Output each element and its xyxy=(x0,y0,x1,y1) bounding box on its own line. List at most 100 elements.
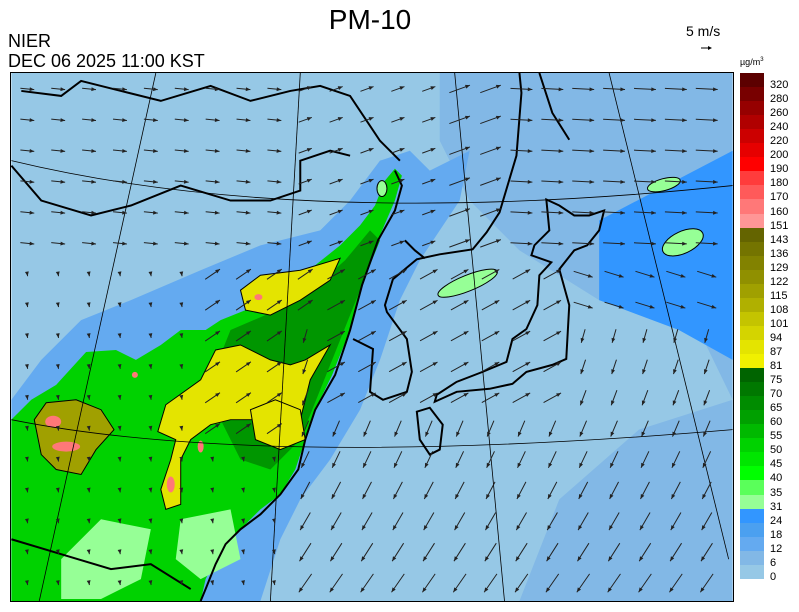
wind-arrow-head xyxy=(399,178,405,183)
wind-arrow-head xyxy=(214,241,220,246)
wind-arrow-head xyxy=(148,518,153,524)
wind-arrow-head xyxy=(245,179,251,184)
wind-arrow-head xyxy=(368,86,374,90)
legend-label: 136 xyxy=(770,247,789,260)
legend-label: 75 xyxy=(770,374,783,387)
legend-label: 65 xyxy=(770,402,783,415)
coastlines xyxy=(11,73,606,601)
wind-arrow-head xyxy=(556,269,562,274)
legend-label: 81 xyxy=(770,360,783,373)
wind-arrow-head xyxy=(672,431,677,437)
legend-swatch xyxy=(740,452,764,467)
wind-arrow-head xyxy=(456,431,460,437)
wind-arrow-head xyxy=(556,300,562,305)
pm-yellow-zone-north xyxy=(239,257,342,316)
wind-arrow-head xyxy=(276,87,282,92)
wind-arrow-head xyxy=(651,179,656,184)
wind-arrow-head xyxy=(55,394,60,400)
wind-arrow-head xyxy=(361,556,366,562)
legend-swatch xyxy=(740,424,764,439)
legend-swatch xyxy=(740,213,764,229)
wind-arrow-head xyxy=(332,462,336,468)
wind-arrow-head xyxy=(276,330,282,336)
wind-arrow-head xyxy=(148,549,153,555)
wind-arrow-head xyxy=(454,525,459,531)
wind-arrow-head xyxy=(589,118,595,123)
legend-swatch xyxy=(740,101,764,116)
wind-arrow-head xyxy=(649,304,655,309)
pm10-map[interactable] xyxy=(10,72,734,602)
wind-arrow-head xyxy=(712,179,718,184)
wind-arrow-head xyxy=(432,300,438,305)
wind-arrow-head xyxy=(24,394,29,400)
wind-arrow-head xyxy=(495,115,501,120)
wind-arrow-head xyxy=(246,330,251,336)
wind-arrow-head xyxy=(642,369,646,375)
wind-arrow-head xyxy=(486,493,490,499)
legend-swatch xyxy=(740,564,764,580)
datetime-label: DEC 06 2025 11:00 KST xyxy=(8,51,205,71)
wind-arrow-head xyxy=(245,149,251,153)
wind-arrow-head xyxy=(620,179,626,184)
wind-arrow-head xyxy=(153,179,158,184)
wind-arrow-head xyxy=(91,179,97,184)
wind-arrow-head xyxy=(86,363,91,369)
wind-arrow-head xyxy=(307,300,313,305)
legend-swatch xyxy=(740,410,764,425)
wind-arrow-head xyxy=(179,518,184,524)
wind-arrow-head xyxy=(700,587,705,593)
wind-arrow-head xyxy=(485,525,490,531)
wind-arrow-head xyxy=(60,179,66,184)
wind-arrow-head xyxy=(272,549,276,555)
wind-arrow-head xyxy=(272,518,276,524)
wind-arrow-head xyxy=(430,209,436,214)
wind-arrow-head xyxy=(399,240,405,245)
wind-arrow-head xyxy=(515,556,520,562)
wind-arrow-head xyxy=(673,337,678,343)
wind-arrow-head xyxy=(370,269,376,274)
wind-arrow-head xyxy=(484,556,489,562)
wind-arrow-head xyxy=(215,423,221,428)
legend-swatch xyxy=(740,396,764,411)
wind-arrow-head xyxy=(392,525,397,531)
wind-arrow-head xyxy=(245,210,251,215)
wind-arrow-head xyxy=(463,300,469,305)
wind-arrow-head xyxy=(682,87,687,92)
wind-arrow-head xyxy=(153,149,158,153)
wind-arrow-head xyxy=(148,487,153,493)
wind-arrow-head xyxy=(214,118,220,122)
wind-arrow-head xyxy=(495,146,501,151)
wind-arrow-head xyxy=(401,392,407,397)
wind-arrow-head xyxy=(55,271,60,277)
wind-arrow-head xyxy=(153,210,158,215)
wind-arrow-head xyxy=(525,362,531,367)
wind-arrow-head xyxy=(276,300,282,305)
wind-arrow-head xyxy=(704,337,708,343)
wind-arrow-head xyxy=(29,179,35,184)
legend-swatch xyxy=(740,227,764,243)
wind-arrow-head xyxy=(527,210,533,215)
wind-arrow-head xyxy=(368,240,374,245)
wind-arrow-head xyxy=(24,425,29,431)
legend-swatch xyxy=(740,438,764,453)
wind-arrow-head xyxy=(361,525,366,531)
wind-arrow-head xyxy=(339,362,345,367)
legend-label: 170 xyxy=(770,191,789,204)
wind-arrow-head xyxy=(122,149,127,153)
chart-title: PM-10 xyxy=(328,4,412,35)
wind-arrow-head xyxy=(214,210,220,215)
legend-label: 31 xyxy=(770,500,783,513)
wind-arrow-head xyxy=(122,87,127,92)
wind-arrow-head xyxy=(589,210,595,215)
wind-arrow-head xyxy=(117,271,122,277)
legend-label: 260 xyxy=(770,107,789,120)
wind-arrow-head xyxy=(422,587,427,593)
wind-arrow-head xyxy=(183,179,189,184)
wind-arrow-head xyxy=(339,300,345,305)
wind-arrow-head xyxy=(117,487,122,493)
wind-arrow-head xyxy=(122,179,127,184)
wind-arrow-head xyxy=(210,518,215,524)
wind-arrow-head xyxy=(272,456,276,462)
wind-arrow-head xyxy=(494,362,500,367)
wind-arrow-head xyxy=(527,149,533,153)
